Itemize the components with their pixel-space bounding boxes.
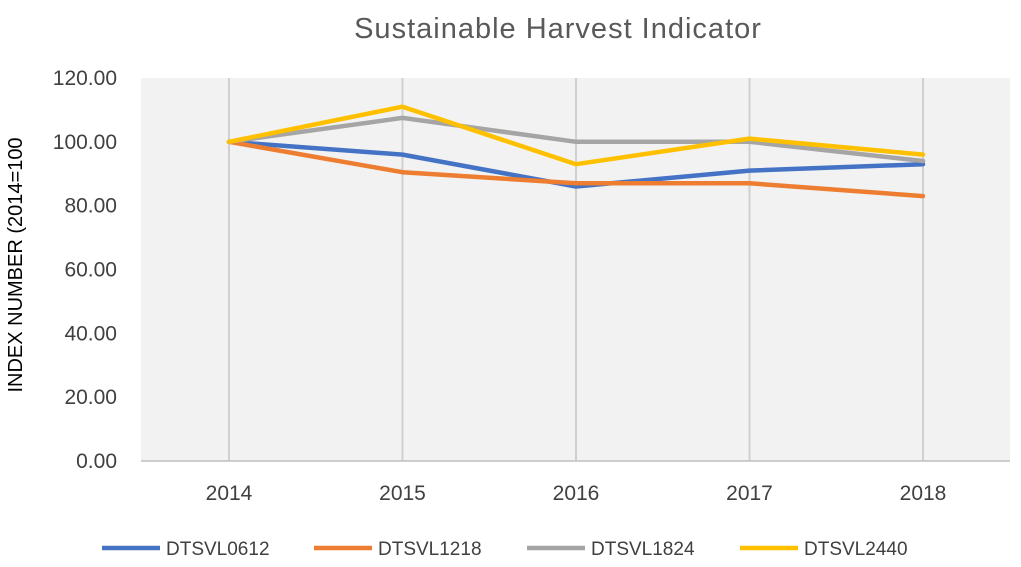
x-tick-label: 2014 — [206, 482, 253, 505]
y-tick-label: 20.00 — [64, 386, 117, 409]
legend-label-dtsvl1218: DTSVL1218 — [378, 539, 482, 560]
series-lines — [226, 104, 926, 199]
y-tick-label: 40.00 — [64, 322, 117, 345]
chart-title: Sustainable Harvest Indicator — [354, 13, 762, 45]
y-tick-label: 100.00 — [53, 131, 117, 154]
series-line-dtsvl1824 — [226, 115, 926, 164]
y-axis-label: INDEX NUMBER (2014=100 — [5, 137, 27, 392]
series-line-dtsvl0612 — [226, 139, 926, 189]
y-tick-label: 80.00 — [64, 195, 117, 218]
y-tick-label: 0.00 — [76, 450, 117, 473]
y-tick-label: 60.00 — [64, 259, 117, 282]
series-line-dtsvl1218 — [226, 139, 926, 199]
x-axis-ticks: 2014 2015 2016 2017 2018 — [206, 482, 947, 505]
y-tick-label: 120.00 — [53, 67, 117, 90]
y-axis-ticks: 0.00 20.00 40.00 60.00 80.00 100.00 120.00 — [53, 67, 117, 473]
series-line-dtsvl2440 — [226, 104, 926, 167]
x-tick-label: 2017 — [726, 482, 773, 505]
x-tick-label: 2018 — [900, 482, 947, 505]
x-tick-label: 2016 — [553, 482, 600, 505]
legend-label-dtsvl1824: DTSVL1824 — [591, 539, 695, 560]
legend-label-dtsvl2440: DTSVL2440 — [804, 539, 908, 560]
x-tick-label: 2015 — [379, 482, 426, 505]
legend-label-dtsvl0612: DTSVL0612 — [166, 539, 270, 560]
legend: DTSVL0612 DTSVL1218 DTSVL1824 DTSVL2440 — [102, 539, 908, 560]
